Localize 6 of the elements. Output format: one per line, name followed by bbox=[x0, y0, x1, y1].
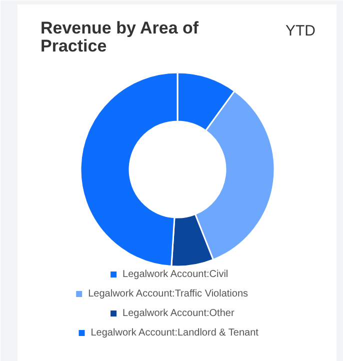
text: YTD bbox=[286, 22, 316, 40]
legend-label: Legalwork Account:Landlord & Tenant bbox=[90, 328, 259, 338]
legend-label: Legalwork Account:Traffic Violations bbox=[88, 288, 248, 300]
legend-label: Legalwork Account:Civil bbox=[122, 269, 228, 280]
chart-title: Revenue by Area of Practice bbox=[40, 18, 199, 56]
legend-label: Legalwork Account:Other bbox=[122, 308, 235, 319]
